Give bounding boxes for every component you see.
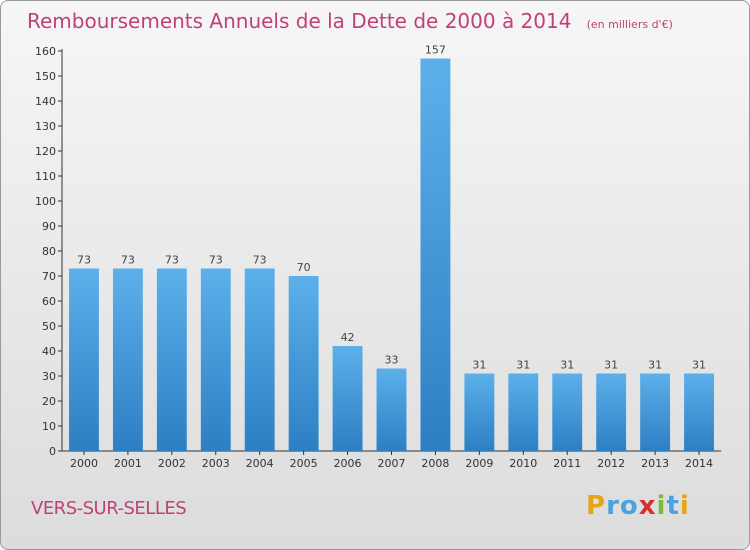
y-tick-label: 120: [35, 145, 56, 158]
y-tick-label: 50: [42, 320, 56, 333]
brand-logo: Proxiti: [586, 491, 690, 521]
bar-2009: [464, 373, 495, 451]
chart-title: Remboursements Annuels de la Dette de 20…: [27, 9, 572, 33]
town-name: VERS-SUR-SELLES: [31, 498, 187, 519]
y-tick-label: 0: [49, 445, 56, 458]
bar-2004: [244, 268, 275, 451]
y-tick-label: 80: [42, 245, 56, 258]
x-tick-label-2013: 2013: [641, 457, 669, 470]
x-tick-label-2007: 2007: [378, 457, 406, 470]
x-tick-label-2005: 2005: [290, 457, 318, 470]
y-tick-label: 20: [42, 395, 56, 408]
bar-2006: [332, 346, 363, 451]
data-label-2007: 33: [385, 354, 399, 367]
data-label-2012: 31: [604, 359, 618, 372]
y-tick-label: 150: [35, 70, 56, 83]
x-tick-label-2006: 2006: [334, 457, 362, 470]
y-tick-label: 130: [35, 120, 56, 133]
data-label-2013: 31: [648, 359, 662, 372]
x-tick-label-2012: 2012: [597, 457, 625, 470]
bar-2001: [112, 268, 143, 451]
y-tick-label: 100: [35, 195, 56, 208]
bar-2007: [376, 368, 407, 451]
data-label-2008: 157: [425, 44, 446, 57]
bar-2013: [640, 373, 671, 451]
y-axis: 0 10 20 30 40 50 60 70 80 90 100 110 120 130 140 150 160: [35, 45, 63, 458]
y-tick-label: 10: [42, 420, 56, 433]
bar-2000: [69, 268, 99, 451]
bar-2005: [288, 276, 319, 451]
bar-2010: [508, 373, 539, 451]
y-tick-label: 160: [35, 45, 56, 58]
data-label-2002: 73: [165, 254, 179, 267]
x-tick-label-2001: 2001: [114, 457, 142, 470]
data-label-2005: 70: [297, 261, 311, 274]
data-label-2014: 31: [692, 359, 706, 372]
data-label-2000: 73: [77, 254, 91, 267]
y-tick-label: 90: [42, 220, 56, 233]
y-tick-label: 40: [42, 345, 56, 358]
y-tick-label: 60: [42, 295, 56, 308]
bar-2003: [200, 268, 231, 451]
x-tick-label-2004: 2004: [246, 457, 274, 470]
data-label-2009: 31: [472, 359, 486, 372]
data-label-2011: 31: [560, 359, 574, 372]
bar-2011: [552, 373, 583, 451]
x-tick-label-2002: 2002: [158, 457, 186, 470]
bar-2008: [420, 58, 451, 451]
y-tick-label: 110: [35, 170, 56, 183]
data-label-2003: 73: [209, 254, 223, 267]
data-label-2004: 73: [253, 254, 267, 267]
y-tick-label: 140: [35, 95, 56, 108]
bar-2012: [596, 373, 627, 451]
data-label-2006: 42: [341, 331, 355, 344]
bars: 73 73 73 73 73 70 42 33 157 31 31 31 31 31 31: [69, 44, 714, 451]
x-tick-label-2003: 2003: [202, 457, 230, 470]
x-tick-label-2011: 2011: [553, 457, 581, 470]
y-tick-label: 30: [42, 370, 56, 383]
data-label-2001: 73: [121, 254, 135, 267]
x-tick-label-2008: 2008: [421, 457, 449, 470]
chart-title-row: Remboursements Annuels de la Dette de 20…: [27, 9, 673, 33]
x-axis: 2000 2001 2002 2003 2004 2005 2006 2007 2008 2009…: [62, 450, 721, 470]
x-tick-label-2010: 2010: [509, 457, 537, 470]
x-tick-label-2009: 2009: [465, 457, 493, 470]
x-tick-label-2014: 2014: [685, 457, 713, 470]
data-label-2010: 31: [516, 359, 530, 372]
bar-2002: [156, 268, 187, 451]
bar-2014: [684, 373, 714, 451]
chart-subtitle: (en milliers d'€): [586, 18, 673, 31]
y-tick-label: 70: [42, 270, 56, 283]
x-tick-label-2000: 2000: [70, 457, 98, 470]
